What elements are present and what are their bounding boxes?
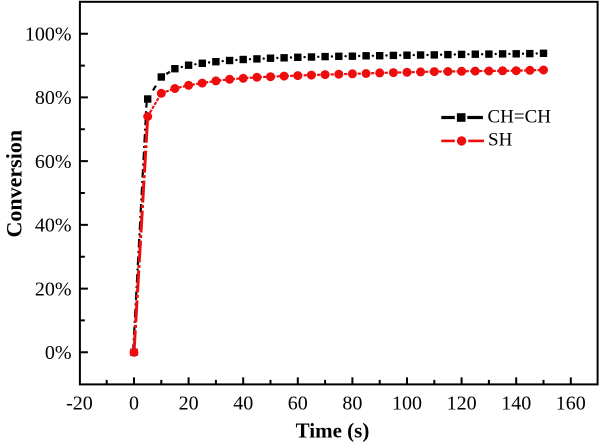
- svg-text:80%: 80%: [35, 87, 72, 109]
- svg-text:0: 0: [129, 393, 139, 415]
- svg-text:0%: 0%: [45, 342, 72, 364]
- svg-text:40: 40: [233, 393, 253, 415]
- svg-text:100: 100: [392, 393, 422, 415]
- svg-text:20%: 20%: [35, 278, 72, 300]
- svg-text:SH: SH: [488, 130, 513, 151]
- svg-text:CH=CH: CH=CH: [488, 107, 552, 128]
- svg-text:60: 60: [288, 393, 308, 415]
- svg-text:-20: -20: [66, 393, 93, 415]
- svg-text:60%: 60%: [35, 151, 72, 173]
- svg-text:100%: 100%: [25, 24, 72, 46]
- svg-text:40%: 40%: [35, 215, 72, 237]
- svg-text:20: 20: [179, 393, 199, 415]
- svg-text:Time (s): Time (s): [296, 419, 370, 443]
- svg-text:80: 80: [342, 393, 362, 415]
- svg-text:160: 160: [556, 393, 586, 415]
- svg-text:140: 140: [501, 393, 531, 415]
- svg-text:120: 120: [447, 393, 477, 415]
- svg-text:Conversion: Conversion: [2, 130, 27, 238]
